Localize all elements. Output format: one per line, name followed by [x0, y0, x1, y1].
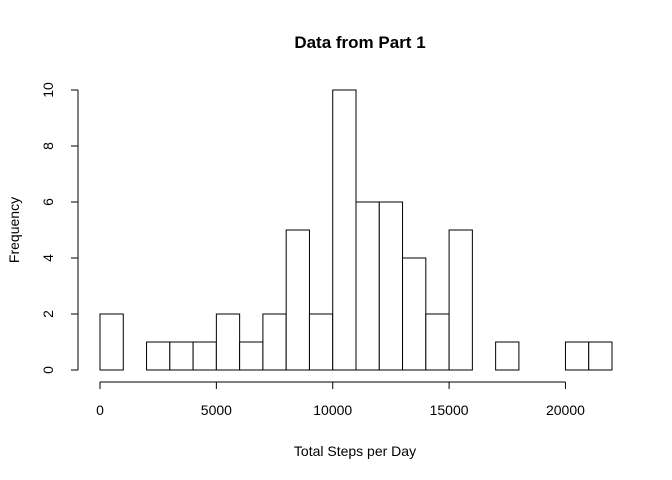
- y-tick-label: 4: [40, 254, 56, 262]
- histogram-bar: [448, 229, 473, 371]
- histogram-bar: [588, 341, 613, 371]
- histogram-bar: [239, 341, 264, 371]
- histogram-bar: [215, 313, 241, 371]
- chart-title: Data from Part 1: [294, 33, 425, 52]
- histogram-bar: [308, 313, 334, 371]
- histogram-bar: [146, 341, 171, 371]
- y-axis: 0 2 4 6 8 10: [40, 82, 79, 374]
- y-tick-label: 2: [40, 310, 56, 318]
- y-tick-label: 10: [40, 82, 56, 98]
- x-axis: 0 5000 10000 15000 20000: [96, 381, 585, 418]
- histogram-bar: [285, 229, 310, 371]
- y-tick-label: 8: [40, 142, 56, 150]
- histogram-bar: [169, 341, 194, 371]
- histogram-bar: [355, 201, 380, 371]
- histogram-bar: [402, 257, 427, 371]
- x-axis-label: Total Steps per Day: [294, 443, 416, 459]
- histogram-bar: [262, 313, 287, 371]
- histogram-bar: [332, 89, 357, 371]
- histogram-bar: [564, 341, 590, 371]
- histogram-bar: [495, 341, 520, 371]
- bars-group: [99, 89, 613, 371]
- x-tick-label: 5000: [201, 402, 232, 418]
- histogram-bar: [99, 313, 124, 371]
- histogram-bar: [425, 313, 450, 371]
- x-tick-label: 0: [96, 402, 104, 418]
- x-tick-label: 10000: [313, 402, 352, 418]
- y-axis-label: Frequency: [6, 197, 22, 263]
- x-tick-label: 15000: [430, 402, 469, 418]
- histogram-bar: [192, 341, 217, 371]
- histogram-bar: [378, 201, 404, 371]
- x-tick-label: 20000: [546, 402, 585, 418]
- y-tick-label: 6: [40, 198, 56, 206]
- y-tick-label: 0: [40, 366, 56, 374]
